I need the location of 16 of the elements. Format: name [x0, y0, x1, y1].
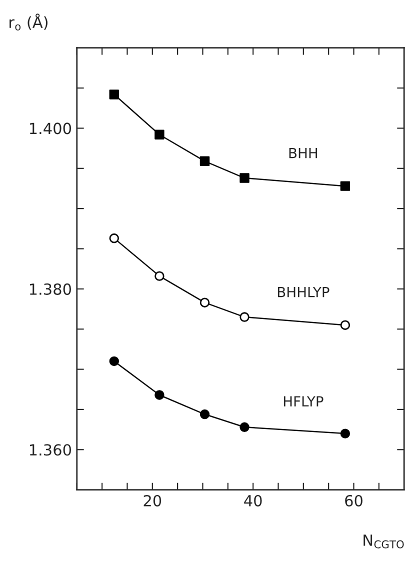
y-axis-title: r$_{o}$ (Å): [10, 14, 48, 30]
y-tick-label: 1.380: [30, 283, 72, 295]
point: [340, 181, 350, 191]
text: 20: [144, 494, 162, 506]
point: [109, 90, 120, 100]
y-tick-label: 1.360: [30, 444, 72, 456]
point: [240, 173, 250, 183]
y-tick-label: 1.400: [30, 122, 72, 134]
x-tick-label: 60: [345, 494, 362, 506]
series-label: BHHLYP: [278, 286, 330, 298]
x-tick-label: 40: [244, 494, 262, 506]
series-label: HFLYP: [284, 396, 324, 406]
point: [200, 156, 210, 166]
series-label: BHH: [289, 148, 318, 158]
point: [154, 130, 164, 140]
x-axis-title: N$_{CGTO}$: [364, 534, 404, 548]
